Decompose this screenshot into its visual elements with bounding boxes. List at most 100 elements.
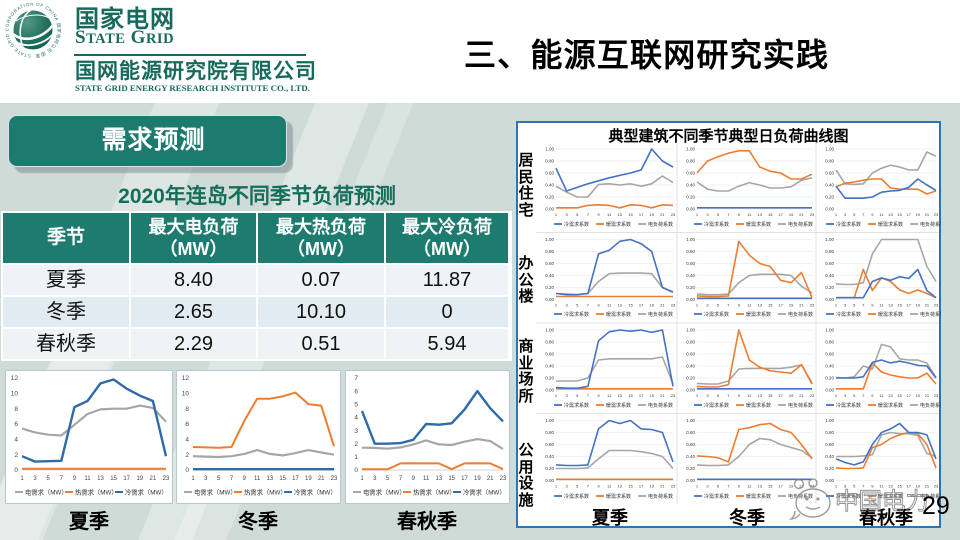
svg-text:0.60: 0.60 (545, 442, 554, 447)
svg-text:0.60: 0.60 (825, 171, 834, 176)
svg-text:0.20: 0.20 (825, 466, 834, 471)
svg-text:5: 5 (386, 476, 390, 482)
svg-text:3: 3 (33, 476, 37, 482)
svg-text:1.00: 1.00 (686, 418, 695, 423)
svg-text:2: 2 (185, 452, 189, 459)
svg-text:冷需求系数: 冷需求系数 (564, 221, 589, 228)
svg-text:6: 6 (14, 421, 18, 428)
svg-text:1: 1 (835, 484, 838, 489)
svg-text:23: 23 (934, 484, 939, 489)
svg-text:15: 15 (768, 393, 773, 398)
svg-text:冷需求系数: 冷需求系数 (704, 311, 729, 318)
svg-text:7: 7 (727, 212, 730, 217)
svg-text:暖需求系数: 暖需求系数 (878, 402, 903, 409)
svg-text:1: 1 (696, 212, 699, 217)
svg-text:5: 5 (717, 393, 720, 398)
svg-text:0.60: 0.60 (825, 442, 834, 447)
svg-text:15: 15 (628, 303, 633, 308)
svg-text:1.00: 1.00 (825, 237, 834, 242)
svg-text:电需求（MW）: 电需求（MW） (363, 488, 406, 497)
svg-text:0: 0 (14, 467, 18, 474)
svg-text:3: 3 (204, 476, 208, 482)
svg-text:23: 23 (934, 212, 939, 217)
svg-text:11: 11 (747, 393, 752, 398)
svg-text:19: 19 (789, 484, 794, 489)
svg-text:1: 1 (835, 393, 838, 398)
svg-text:3: 3 (354, 428, 358, 435)
svg-text:0.20: 0.20 (686, 466, 695, 471)
svg-text:9: 9 (738, 484, 741, 489)
svg-text:11: 11 (607, 484, 612, 489)
svg-text:19: 19 (474, 476, 481, 482)
svg-text:21: 21 (660, 393, 665, 398)
svg-text:13: 13 (888, 303, 893, 308)
svg-text:15: 15 (897, 212, 902, 217)
svg-text:19: 19 (136, 476, 143, 482)
svg-text:21: 21 (660, 484, 665, 489)
svg-text:11: 11 (84, 476, 91, 482)
svg-text:13: 13 (618, 393, 623, 398)
svg-text:0.00: 0.00 (686, 478, 695, 483)
svg-text:冷需求系数: 冷需求系数 (564, 493, 589, 500)
svg-text:冷需求（MW）: 冷需求（MW） (294, 488, 337, 497)
svg-text:7: 7 (60, 476, 64, 482)
svg-text:0.80: 0.80 (825, 249, 834, 254)
svg-text:23: 23 (810, 393, 815, 398)
svg-text:7: 7 (587, 484, 590, 489)
svg-text:5: 5 (717, 303, 720, 308)
svg-text:0.80: 0.80 (825, 159, 834, 164)
svg-text:0.20: 0.20 (686, 376, 695, 381)
svg-text:15: 15 (628, 484, 633, 489)
svg-text:13: 13 (888, 212, 893, 217)
svg-text:3: 3 (706, 484, 709, 489)
svg-text:17: 17 (639, 303, 644, 308)
svg-text:17: 17 (778, 484, 783, 489)
svg-text:7: 7 (862, 212, 865, 217)
svg-text:3: 3 (373, 476, 377, 482)
svg-text:0.40: 0.40 (545, 183, 554, 188)
svg-text:冷需求系数: 冷需求系数 (836, 221, 861, 228)
svg-text:3: 3 (706, 393, 709, 398)
svg-text:0: 0 (354, 467, 358, 474)
svg-text:21: 21 (799, 484, 804, 489)
svg-text:3: 3 (844, 484, 847, 489)
svg-text:1: 1 (360, 476, 364, 482)
svg-text:5: 5 (576, 303, 579, 308)
svg-text:冷需求（MW）: 冷需求（MW） (125, 488, 168, 497)
svg-text:0.20: 0.20 (686, 285, 695, 290)
svg-text:0.40: 0.40 (686, 273, 695, 278)
svg-text:5: 5 (576, 484, 579, 489)
svg-text:11: 11 (607, 212, 612, 217)
svg-text:17: 17 (906, 212, 911, 217)
svg-text:电负荷系数: 电负荷系数 (648, 493, 673, 500)
svg-text:15: 15 (768, 484, 773, 489)
svg-text:21: 21 (318, 476, 325, 482)
svg-text:1: 1 (555, 212, 558, 217)
svg-text:13: 13 (97, 476, 104, 482)
svg-text:15: 15 (768, 303, 773, 308)
svg-text:5: 5 (576, 393, 579, 398)
svg-text:19: 19 (789, 393, 794, 398)
svg-text:13: 13 (436, 476, 443, 482)
svg-text:暖需求系数: 暖需求系数 (746, 311, 771, 318)
svg-text:5: 5 (853, 484, 856, 489)
svg-text:23: 23 (671, 393, 676, 398)
svg-text:电负荷系数: 电负荷系数 (788, 493, 813, 500)
svg-text:15: 15 (897, 393, 902, 398)
svg-text:4: 4 (185, 437, 189, 444)
svg-text:0.00: 0.00 (686, 297, 695, 302)
svg-text:1.00: 1.00 (825, 147, 834, 152)
svg-text:6: 6 (185, 421, 189, 428)
svg-text:7: 7 (727, 484, 730, 489)
svg-text:0.20: 0.20 (825, 195, 834, 200)
svg-text:21: 21 (925, 393, 930, 398)
svg-text:10: 10 (182, 391, 190, 398)
svg-text:23: 23 (500, 476, 507, 482)
svg-text:1.00: 1.00 (545, 418, 554, 423)
svg-text:1.00: 1.00 (825, 328, 834, 333)
svg-text:热需求（MW）: 热需求（MW） (244, 488, 287, 497)
svg-text:15: 15 (448, 476, 455, 482)
svg-text:0.00: 0.00 (545, 388, 554, 393)
svg-text:8: 8 (14, 406, 18, 413)
svg-text:3: 3 (706, 303, 709, 308)
